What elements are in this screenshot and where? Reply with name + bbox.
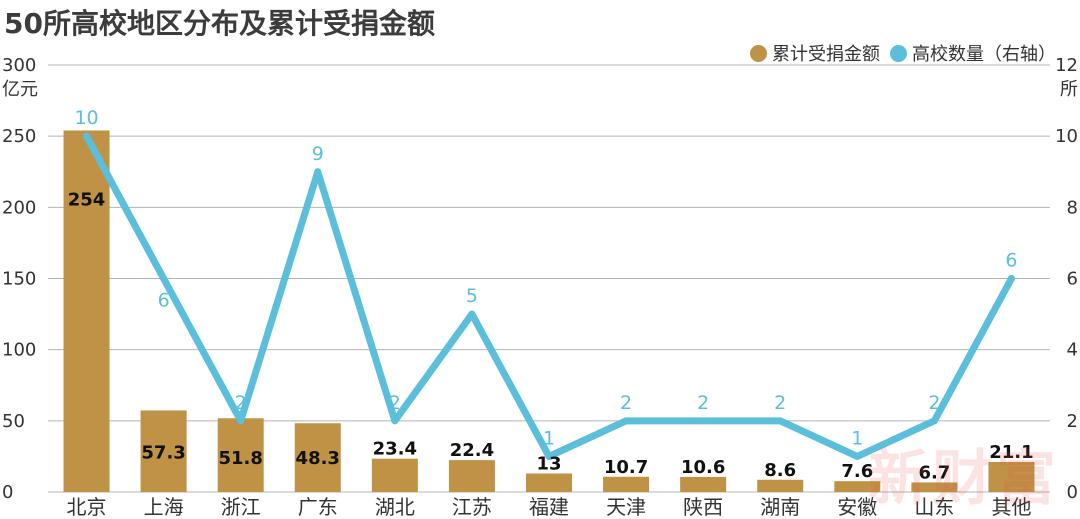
x-category-label: 陕西 — [683, 495, 723, 519]
legend-label-donations: 累计受捐金额 — [772, 44, 880, 65]
bar — [294, 423, 341, 492]
bar-value-label: 13 — [536, 453, 561, 474]
legend-swatch-line — [890, 44, 907, 62]
x-category-label: 上海 — [144, 495, 184, 519]
line-value-label: 2 — [389, 392, 401, 414]
line-value-label: 2 — [620, 392, 632, 414]
series-line — [83, 132, 1015, 460]
bar-value-label: 8.6 — [764, 460, 796, 481]
line-point — [237, 417, 245, 425]
x-category-label: 山东 — [914, 495, 954, 519]
bar — [834, 481, 881, 492]
y-left-unit-label: 亿元 — [2, 79, 38, 100]
bar — [680, 476, 727, 492]
y-left-tick-label: 50 — [2, 411, 25, 432]
line-value-label: 2 — [235, 392, 247, 414]
y-right-tick-label: 6 — [1067, 269, 1078, 290]
bar-value-label: 10.6 — [681, 457, 725, 478]
bar-value-label: 57.3 — [141, 442, 185, 463]
bar — [757, 479, 804, 492]
y-right-tick-label: 0 — [1067, 482, 1078, 503]
line-value-label: 2 — [774, 392, 786, 414]
y-right-tick-label: 10 — [1055, 126, 1078, 147]
line-point — [930, 417, 938, 425]
bar — [448, 460, 495, 492]
line-value-label: 2 — [697, 392, 709, 414]
x-category-label: 北京 — [67, 495, 107, 519]
line-value-label: 6 — [1005, 250, 1017, 272]
y-right-unit-label: 所 — [1060, 79, 1078, 100]
bar-value-label: 254 — [68, 189, 106, 210]
bar-value-label: 23.4 — [373, 439, 417, 460]
bar-value-label: 21.1 — [989, 442, 1033, 463]
line-point — [1007, 275, 1015, 282]
y-left-tick-label: 200 — [2, 197, 36, 218]
x-category-label: 湖北 — [375, 495, 415, 519]
bar — [988, 461, 1035, 492]
y-left-tick-label: 150 — [2, 269, 36, 290]
line-point — [314, 168, 322, 176]
x-category-label: 其他 — [991, 495, 1031, 519]
bar — [603, 476, 650, 492]
legend: 累计受捐金额 高校数量（右轴） — [740, 40, 1056, 66]
y-right-tick-label: 8 — [1067, 197, 1078, 218]
bar-value-label: 7.6 — [841, 461, 873, 482]
line-point — [622, 417, 630, 425]
bar-value-label: 10.7 — [604, 457, 648, 478]
line-value-label: 10 — [74, 107, 98, 129]
x-category-label: 福建 — [529, 495, 569, 519]
line-point — [545, 452, 553, 460]
bar — [63, 130, 110, 492]
y-left-tick-label: 0 — [2, 482, 13, 503]
bar-value-label: 6.7 — [918, 462, 950, 483]
line-value-label: 9 — [312, 143, 324, 165]
x-category-label: 江苏 — [452, 495, 492, 519]
line-value-label: 5 — [466, 285, 478, 307]
bar — [911, 482, 958, 492]
bar — [217, 418, 264, 492]
line-point — [776, 417, 784, 425]
line-value-label: 1 — [543, 427, 555, 449]
x-category-label: 浙江 — [221, 495, 261, 519]
line-value-label: 6 — [158, 290, 170, 312]
line-point — [468, 310, 476, 318]
x-category-label: 天津 — [606, 495, 646, 519]
bar — [526, 473, 572, 492]
bar-value-label: 22.4 — [450, 440, 494, 461]
y-left-tick-label: 300 — [2, 55, 36, 76]
y-right-tick-label: 4 — [1067, 340, 1078, 361]
y-right-tick-label: 12 — [1055, 55, 1078, 76]
line-point — [699, 417, 707, 425]
line-point — [853, 452, 861, 460]
line-value-label: 2 — [928, 392, 940, 414]
chart-title: 50所高校地区分布及累计受捐金额 — [4, 7, 435, 40]
bar — [140, 410, 187, 492]
legend-item-donations: 累计受捐金额 — [750, 40, 880, 66]
line-point — [160, 275, 168, 282]
y-left-tick-label: 250 — [2, 126, 36, 147]
x-category-label: 湖南 — [760, 495, 800, 519]
bar-value-label: 48.3 — [296, 448, 340, 469]
legend-swatch-bar — [750, 44, 767, 62]
x-category-label: 安徽 — [837, 495, 877, 519]
line-point — [83, 132, 91, 140]
bar-value-label: 51.8 — [218, 448, 262, 469]
line-point — [391, 417, 399, 425]
line-value-label: 1 — [851, 427, 863, 449]
bar — [371, 458, 418, 492]
y-left-tick-label: 100 — [2, 340, 36, 361]
y-right-tick-label: 2 — [1067, 411, 1078, 432]
legend-item-count: 高校数量（右轴） — [890, 40, 1056, 66]
legend-label-count: 高校数量（右轴） — [912, 44, 1056, 65]
x-category-label: 广东 — [298, 495, 338, 519]
